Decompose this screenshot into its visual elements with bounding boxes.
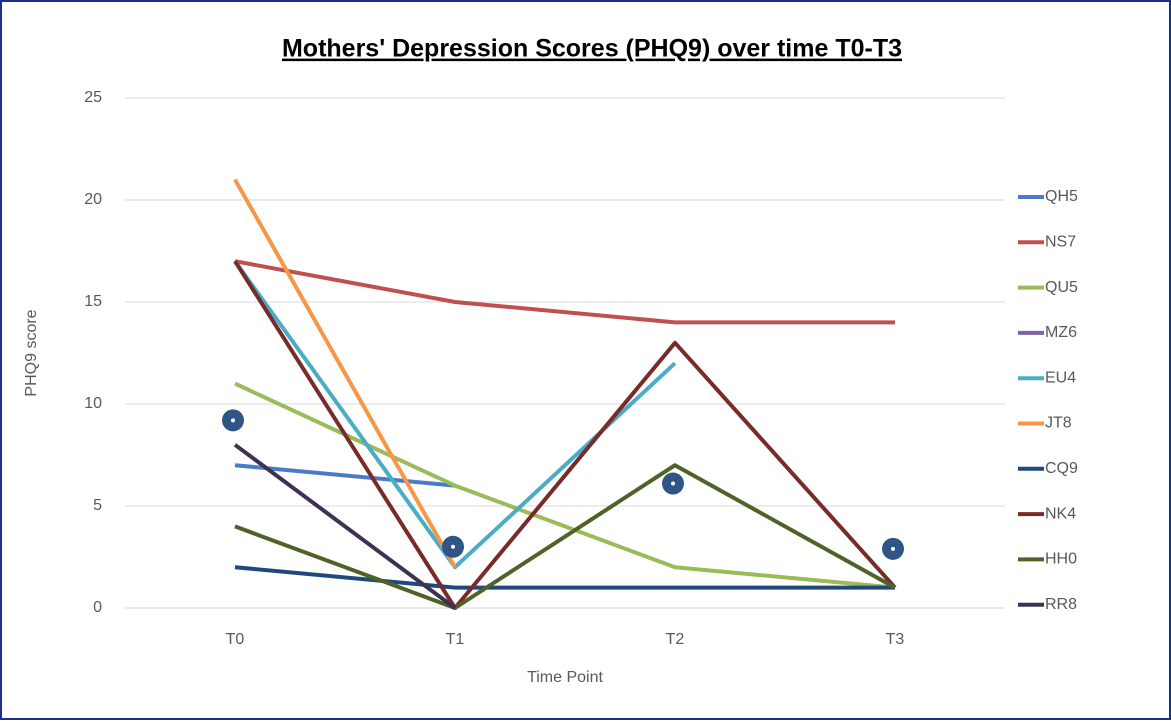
y-tick-label: 5 — [93, 497, 102, 514]
series-line — [234, 259, 895, 325]
marker-dot — [451, 544, 455, 549]
marker-dot — [231, 418, 235, 423]
legend-label: QU5 — [1045, 279, 1078, 296]
chart-title: Mothers' Depression Scores (PHQ9) over t… — [282, 35, 902, 63]
legend-label: JT8 — [1045, 415, 1072, 432]
series-line — [233, 443, 457, 610]
y-axis-label: PHQ9 score — [23, 309, 40, 396]
y-tick-label: 0 — [93, 599, 102, 616]
x-tick-label: T1 — [446, 631, 465, 648]
marker-dot — [671, 481, 675, 486]
marker-dot — [891, 546, 895, 551]
y-tick-label: 25 — [84, 89, 102, 106]
legend-label: RR8 — [1045, 596, 1077, 613]
series-line — [234, 565, 895, 590]
series-line — [233, 260, 897, 610]
series-line — [233, 178, 457, 569]
y-tick-label: 15 — [84, 293, 102, 310]
legend-label: CQ9 — [1045, 460, 1078, 477]
y-tick-label: 10 — [84, 395, 102, 412]
x-tick-label: T3 — [886, 631, 905, 648]
legend-label: MZ6 — [1045, 324, 1077, 341]
series-line — [234, 463, 896, 610]
legend-label: HH0 — [1045, 551, 1077, 568]
legend-label: QH5 — [1045, 188, 1078, 205]
y-tick-label: 20 — [84, 191, 102, 208]
series-line — [234, 463, 456, 488]
legend-label: NK4 — [1045, 505, 1076, 522]
x-tick-label: T2 — [666, 631, 685, 648]
legend-label: EU4 — [1045, 369, 1076, 386]
legend-label: NS7 — [1045, 234, 1076, 251]
x-tick-label: T0 — [226, 631, 245, 648]
x-axis-label: Time Point — [527, 669, 603, 686]
